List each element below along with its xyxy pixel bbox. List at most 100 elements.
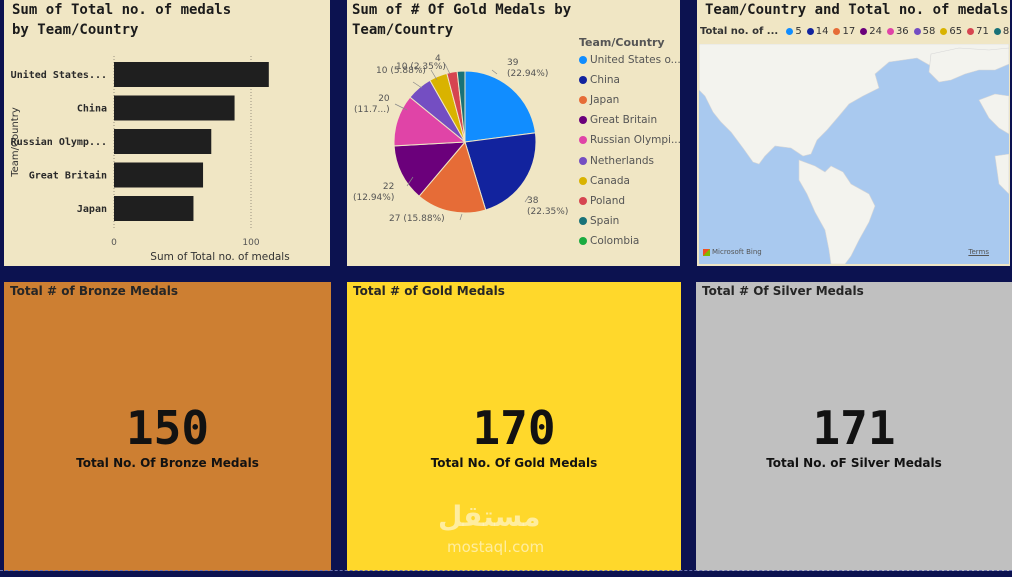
map-legend-dot-icon [786, 27, 794, 35]
bar-chart-title: Sum of Total no. of medals by Team/Count… [12, 2, 232, 38]
bar[interactable] [114, 162, 204, 188]
pie-leader-line [444, 63, 451, 75]
pie-legend-label: Spain [590, 214, 620, 227]
silver-kpi-title: Total # Of Silver Medals [702, 284, 864, 298]
bar[interactable] [114, 95, 235, 121]
pie-legend-label: China [590, 74, 620, 87]
pie-leader-line [430, 69, 438, 81]
bar-x-axis-label: Sum of Total no. of medals [150, 251, 289, 263]
silver-kpi-card[interactable]: Total # Of Silver Medals 171 Total No. o… [696, 282, 1012, 571]
map-attribution-text: Microsoft Bing [712, 248, 762, 256]
gold-kpi-title: Total # of Gold Medals [353, 284, 505, 298]
map-land [699, 44, 1009, 264]
map-terms-link[interactable]: Terms [968, 248, 989, 256]
bar-chart-panel[interactable]: Sum of Total no. of medals by Team/Count… [4, 0, 330, 266]
pie-leader-line [491, 69, 498, 75]
pie-legend-item[interactable]: Spain [579, 215, 619, 227]
bronze-kpi-label: Total No. Of Bronze Medals [76, 456, 259, 470]
pie-data-label: 27 (15.88%) [389, 214, 445, 224]
map-legend-dot-icon [913, 27, 921, 35]
legend-dot-icon [579, 156, 587, 165]
pie-legend-title: Team/Country [579, 36, 665, 49]
silver-kpi-label: Total No. oF Silver Medals [766, 456, 942, 470]
bar-x-tick: 100 [242, 238, 259, 248]
bar-category-label: Japan [77, 204, 107, 215]
gold-kpi-label: Total No. Of Gold Medals [430, 456, 598, 470]
map-legend-dot-icon [993, 27, 1001, 35]
legend-dot-icon [579, 56, 587, 64]
pie-leader-line [459, 213, 463, 221]
map-legend-value: 36 [895, 26, 909, 37]
watermark-arabic: مستقل [438, 500, 541, 533]
map-legend-dot-icon [833, 27, 841, 35]
watermark-latin: mostaql.com [447, 538, 545, 556]
legend-dot-icon [579, 96, 587, 105]
bar-category-label: China [77, 103, 107, 115]
pie-slice[interactable] [456, 70, 466, 143]
pie-slice[interactable] [418, 140, 487, 214]
map-panel[interactable]: Team/Country and Total no. of medals Tot… [697, 0, 1010, 266]
pie-legend-label: Great Britain [590, 114, 658, 127]
pie-legend-label: Colombia [590, 234, 640, 247]
legend-dot-icon [579, 136, 587, 145]
pie-leader-line [406, 176, 414, 187]
pie-legend-item[interactable]: Great Britain [579, 114, 657, 126]
bar-chart: 0 100 United States... China Russian Olymp..… [10, 56, 290, 263]
bronze-kpi-title: Total # of Bronze Medals [10, 284, 179, 298]
map-title: Team/Country and Total no. of medals [705, 2, 1009, 18]
pie-leader-line [524, 195, 530, 203]
bar-category-label: Great Britain [29, 170, 107, 182]
pie-legend-label: Japan [590, 94, 620, 107]
bar-x-tick: 0 [111, 238, 117, 248]
legend-dot-icon [579, 116, 587, 125]
bar-category-label: United States... [11, 69, 107, 81]
pie-chart-panel[interactable]: Sum of # Of Gold Medals by Team/Country … [347, 0, 680, 266]
bar[interactable] [114, 129, 212, 154]
map-legend: Total no. of ... 51417243658657188 ▸ [700, 26, 1010, 37]
pie-slice[interactable] [393, 141, 467, 197]
bar[interactable] [114, 62, 269, 87]
map-legend-value: 17 [842, 26, 856, 37]
map-legend-value: 14 [815, 26, 829, 37]
bronze-kpi-card[interactable]: Total # of Bronze Medals 150 Total No. O… [4, 282, 331, 571]
bar[interactable] [114, 196, 194, 221]
pie-data-label: 10 (5.88%) [376, 66, 426, 76]
pie-chart [393, 63, 537, 221]
silver-kpi-value: 171 [812, 401, 896, 455]
pie-legend-label: Poland [590, 194, 626, 207]
legend-dot-icon [579, 176, 587, 185]
bar-category-label: Russian Olymp... [11, 136, 107, 148]
pie-data-label: 10 (2.35%) [396, 62, 446, 72]
pie-slice[interactable] [464, 132, 537, 211]
pie-chart-title: Sum of # Of Gold Medals by Team/Country [352, 2, 572, 38]
map-attribution: Microsoft Bing [703, 248, 762, 256]
bronze-kpi-value: 150 [125, 401, 210, 455]
pie-legend-label: United States o... [590, 54, 680, 66]
pie-leader-line [394, 103, 408, 111]
pie-legend-item[interactable]: Netherlands [579, 155, 654, 167]
pie-legend-item[interactable]: Japan [579, 94, 619, 106]
legend-dot-icon [579, 236, 587, 245]
bing-icon [703, 248, 710, 256]
pie-legend-item[interactable]: Colombia [579, 235, 639, 247]
map-legend-value: 5 [795, 26, 802, 37]
pie-legend-item[interactable]: Poland [579, 195, 625, 207]
pie-legend-item[interactable]: China [579, 74, 620, 86]
pie-data-label: 4 [435, 54, 441, 64]
pie-legend-item[interactable]: Russian Olympi... [579, 134, 680, 146]
pie-legend-item[interactable]: United States o... [579, 54, 680, 66]
pie-leader-line [412, 81, 423, 89]
map-legend-dot-icon [967, 27, 975, 35]
pie-legend-item[interactable]: Canada [579, 175, 630, 187]
map-legend-value: 24 [869, 26, 882, 37]
map-legend-dot-icon [860, 27, 868, 35]
map-legend-value: 58 [922, 26, 936, 37]
bar-y-axis-label: Team/Country [10, 107, 21, 178]
pie-data-label: 22 (12.94%) [353, 182, 395, 203]
world-map[interactable]: Microsoft Bing Terms [699, 44, 1009, 264]
gold-kpi-card[interactable]: Total # of Gold Medals 170 Total No. Of … [347, 282, 681, 571]
divider [0, 570, 1012, 571]
pie-slice[interactable] [464, 70, 536, 143]
map-legend-prefix: Total no. of ... [700, 26, 779, 37]
legend-dot-icon [579, 76, 587, 85]
